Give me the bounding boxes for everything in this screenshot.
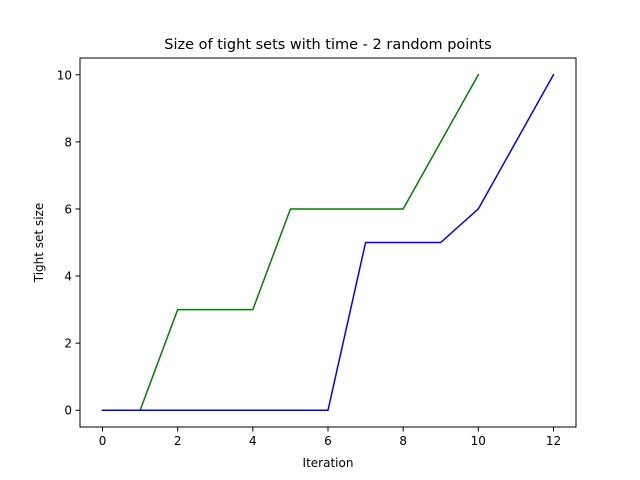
x-tick-label: 8 [399,434,407,448]
y-tick-label: 0 [64,404,72,418]
series-line-2 [101,73,555,411]
series-line-1 [101,73,480,411]
y-tick-label: 10 [57,68,72,82]
y-tick-label: 2 [64,337,72,351]
chart-title: Size of tight sets with time - 2 random … [164,37,491,53]
y-tick-label: 6 [64,202,72,216]
y-tick-label: 8 [64,135,72,149]
x-tick-label: 0 [99,434,107,448]
x-tick-label: 2 [174,434,182,448]
x-tick-label: 10 [471,434,486,448]
x-axis: 0 2 4 6 8 10 12 [99,427,561,448]
y-axis: 0 2 4 6 8 10 [57,68,80,418]
series-layer [101,73,555,411]
y-axis-label: Tight set size [32,203,46,283]
x-tick-label: 12 [546,434,561,448]
y-tick-label: 4 [64,270,72,284]
x-tick-label: 6 [324,434,332,448]
x-axis-label: Iteration [303,456,354,470]
x-tick-label: 4 [249,434,257,448]
